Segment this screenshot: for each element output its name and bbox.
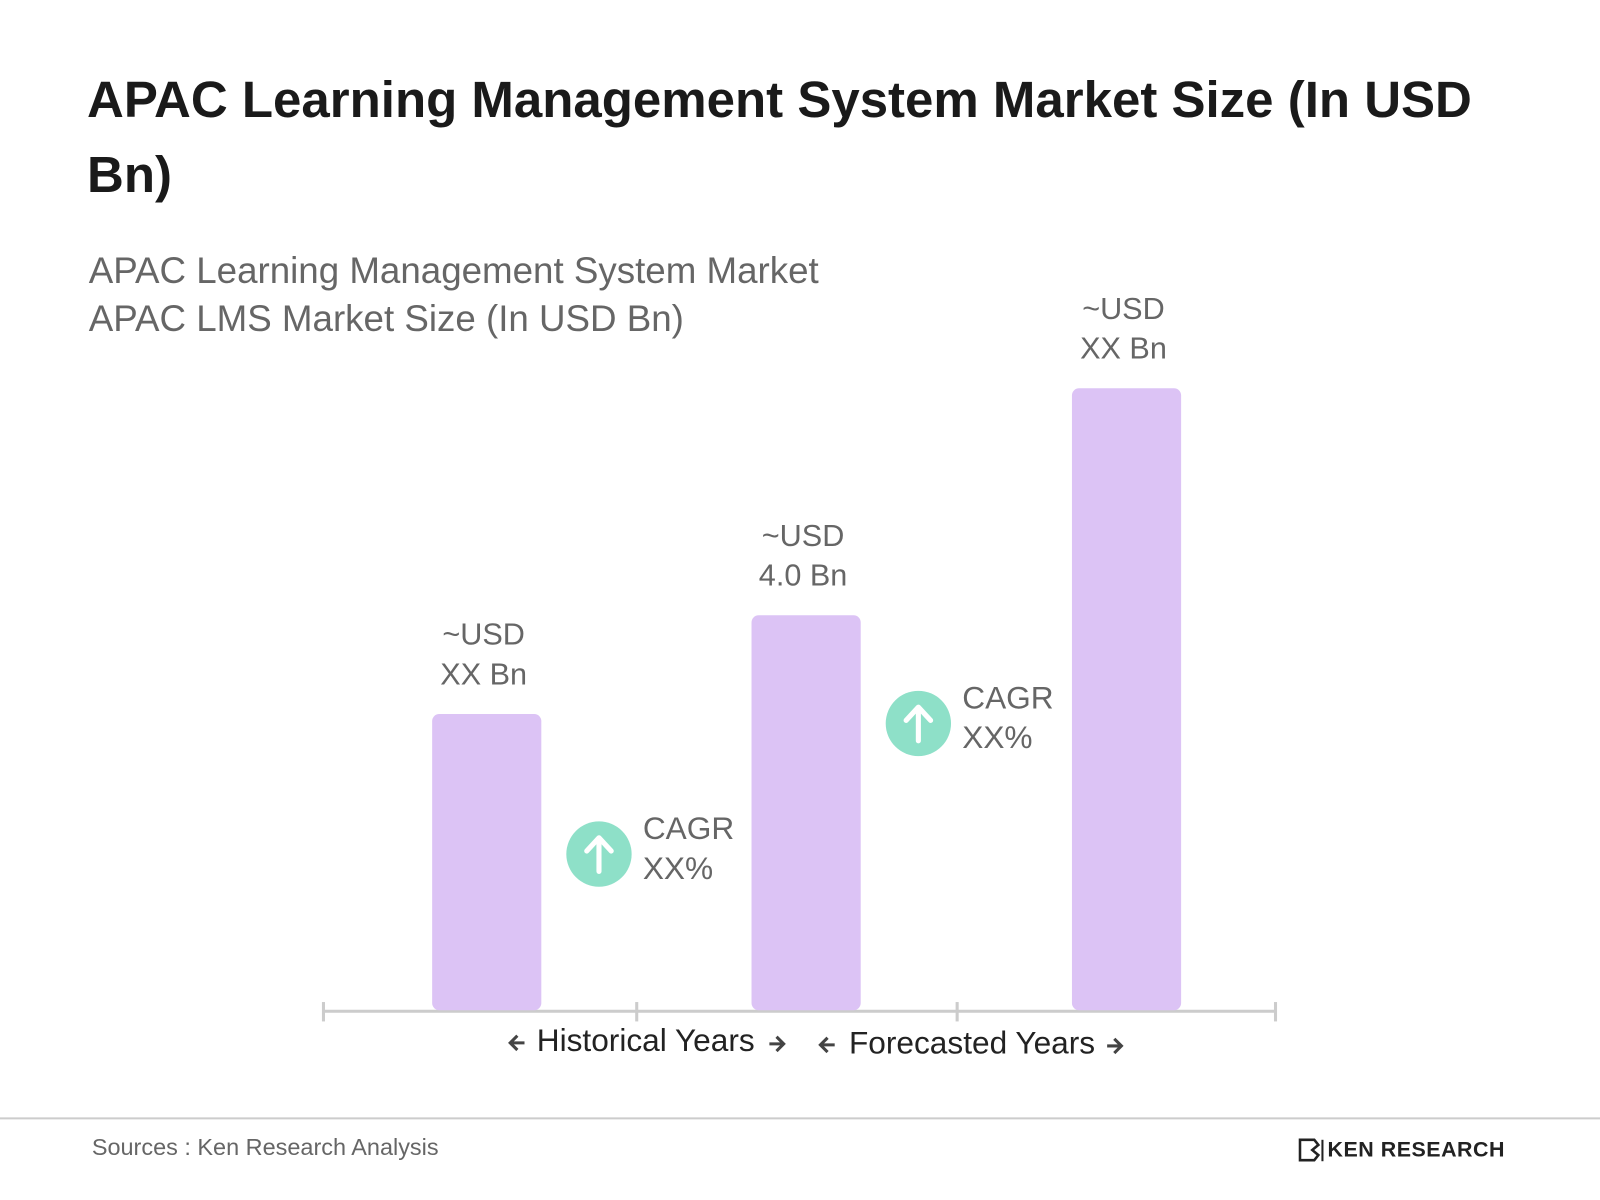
chart-title: APAC Learning Management System Market S… <box>87 71 1472 203</box>
source: Sources : Ken Research Analysis <box>92 1134 439 1160</box>
value-label: ~USD <box>762 519 845 553</box>
value-label: ~USD <box>442 618 525 652</box>
cagr-badge <box>566 821 632 887</box>
bar <box>1071 388 1182 1011</box>
brand: KEN RESEARCH <box>1328 1138 1505 1162</box>
value-label: 4.0 Bn <box>759 559 848 593</box>
cagr-arrow <box>584 835 614 874</box>
cagr-label: XX% <box>643 850 713 886</box>
value-label: XX Bn <box>1080 332 1167 366</box>
subtitle: APAC LMS Market Size (In USD Bn) <box>89 298 684 339</box>
subtitle: APAC Learning Management System Market <box>89 250 819 291</box>
period-label: Historical Years <box>537 1022 755 1058</box>
cagr-badge <box>885 690 952 757</box>
brand-logo <box>1298 1138 1324 1162</box>
cagr-label: CAGR <box>643 810 734 846</box>
period-arrows <box>508 1034 1124 1055</box>
bar <box>751 615 861 1011</box>
cagr-label: XX% <box>962 719 1032 755</box>
value-label: ~USD <box>1082 292 1165 326</box>
cagr-label: CAGR <box>962 679 1053 715</box>
axis <box>321 1002 1278 1022</box>
value-label: XX Bn <box>440 657 527 691</box>
period-label: Forecasted Years <box>849 1024 1095 1060</box>
cagr-arrow <box>903 704 934 744</box>
bar <box>432 714 542 1011</box>
